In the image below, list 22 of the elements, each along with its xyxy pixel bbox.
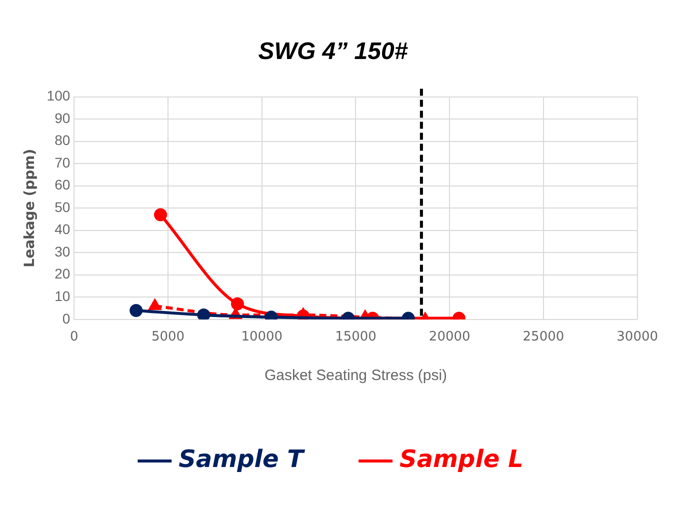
y-tick-label: 30 [54,243,70,260]
y-tick-label: 20 [54,266,70,282]
x-tick-label: 30000 [616,330,658,345]
x-tick-label: 5000 [151,330,185,345]
x-axis-title: Gasket Seating Stress (psi) [264,367,448,384]
x-tick-label: 15000 [335,330,376,345]
y-tick-label: 40 [54,221,70,238]
x-tick-label: 10000 [241,330,283,345]
y-tick-label: 10 [54,288,70,304]
x-tick-label: 20000 [428,330,470,345]
y-tick-label: 80 [54,132,70,148]
y-tick-label: 70 [54,154,70,170]
y-axis-title: Leakage (ppm) [22,148,38,268]
y-tick-label: 100 [46,88,70,104]
x-tick-label: 25000 [522,330,564,345]
y-tick-label: 60 [54,176,70,193]
chart-title: SWG 4” 150# [258,38,408,66]
legend-label: Sample L [400,445,524,474]
legend-label: Sample T [178,445,306,474]
y-tick-label: 0 [62,310,70,326]
y-tick-label: 50 [54,198,70,215]
y-tick-label: 90 [54,110,70,126]
